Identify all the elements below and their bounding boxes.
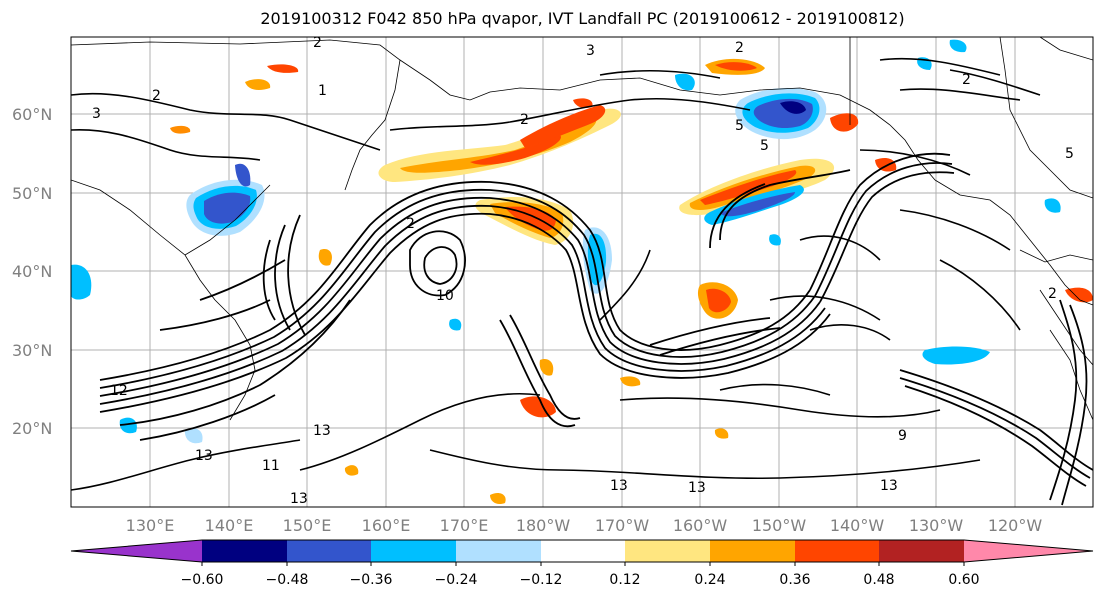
lon-label: 150°E: [283, 516, 332, 535]
colorbar-segment: [710, 540, 795, 562]
lon-label: 180°W: [516, 516, 571, 535]
contour-label: 13: [195, 448, 213, 464]
colorbar-tick: 0.24: [694, 572, 725, 588]
lon-label: 120°W: [988, 516, 1043, 535]
coastlines: [71, 37, 1093, 421]
colorbar-tick: −0.48: [266, 572, 309, 588]
contour-label: 2: [406, 216, 415, 232]
colorbar-extend-low: [71, 540, 202, 562]
colorbar-tick: 0.60: [948, 572, 979, 588]
contour-label: 11: [262, 458, 280, 474]
contour-label: 3: [586, 43, 595, 59]
colorbar: −0.60 −0.48 −0.36 −0.24 −0.12 0.12 0.24 …: [70, 539, 1094, 588]
latitude-labels: 60°N 50°N 40°N 30°N 20°N: [12, 105, 52, 438]
colorbar-segment: [625, 540, 710, 562]
contour-label: 13: [290, 491, 308, 507]
lat-label: 40°N: [12, 262, 52, 281]
contour-label: 3: [92, 106, 101, 122]
contour-label: 2: [313, 35, 322, 51]
contour-label: 9: [898, 428, 907, 444]
map-title: 2019100312 F042 850 hPa qvapor, IVT Land…: [260, 9, 905, 28]
contour-label: 2: [735, 40, 744, 56]
colorbar-segment: [795, 540, 879, 562]
contour-label: 1: [318, 83, 327, 99]
lon-label: 130°E: [126, 516, 175, 535]
contour-label: 5: [760, 138, 769, 154]
contour-label: 10: [436, 288, 454, 304]
lat-label: 60°N: [12, 105, 52, 124]
colorbar-tick: −0.12: [520, 572, 563, 588]
lon-label: 160°W: [673, 516, 728, 535]
lon-label: 140°E: [205, 516, 254, 535]
longitude-labels: 130°E 140°E 150°E 160°E 170°E 180°W 170°…: [126, 516, 1043, 535]
ivt-contours: [71, 57, 1041, 491]
colorbar-segment: [202, 540, 287, 562]
contour-label: 2: [1048, 286, 1057, 302]
colorbar-tick: 0.36: [779, 572, 810, 588]
colorbar-segment: [879, 540, 964, 562]
contour-label: 2: [962, 72, 971, 88]
colorbar-tick: 0.48: [863, 572, 894, 588]
lat-label: 50°N: [12, 184, 52, 203]
contour-label: 13: [880, 478, 898, 494]
lon-label: 170°E: [440, 516, 489, 535]
colorbar-tick: −0.60: [181, 572, 224, 588]
colorbar-tick: −0.36: [350, 572, 393, 588]
contour-label: 13: [610, 478, 628, 494]
map-plot-area: 2 3 2 1 2 3 2 5 2 12 13 13 13 11 13 13 1…: [71, 35, 1093, 507]
map-frame: [70, 36, 1094, 508]
colorbar-tick: −0.24: [435, 572, 478, 588]
lon-label: 140°W: [830, 516, 885, 535]
contour-label: 5: [735, 118, 744, 134]
lon-label: 160°E: [362, 516, 411, 535]
contour-label: 12: [110, 383, 128, 399]
ivt-jet-bundle: [99, 152, 1093, 506]
contour-label: 5: [1065, 146, 1074, 162]
lat-label: 30°N: [12, 341, 52, 360]
colorbar-tick: 0.12: [609, 572, 640, 588]
lon-label: 170°W: [595, 516, 650, 535]
contour-label: 2: [152, 88, 161, 104]
contour-label: 2: [520, 112, 529, 128]
contour-labels: 2 3 2 1 2 3 2 5 2 12 13 13 13 11 13 13 1…: [92, 35, 1074, 507]
lat-label: 20°N: [12, 419, 52, 438]
contour-label: 13: [688, 480, 706, 496]
lon-label: 130°W: [909, 516, 964, 535]
colorbar-segment: [371, 540, 456, 562]
contour-label: 13: [313, 423, 331, 439]
colorbar-segment: [287, 540, 371, 562]
colorbar-extend-high: [964, 540, 1093, 562]
colorbar-segment: [541, 540, 625, 562]
lon-label: 150°W: [752, 516, 807, 535]
colorbar-segment: [456, 540, 541, 562]
